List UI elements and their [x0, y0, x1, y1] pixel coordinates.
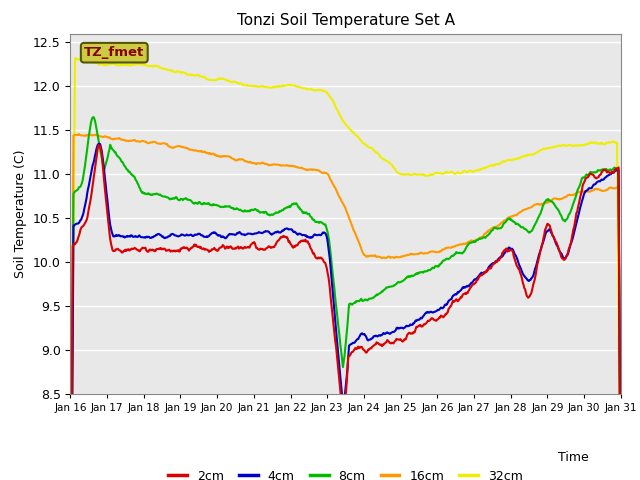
Title: Tonzi Soil Temperature Set A: Tonzi Soil Temperature Set A — [237, 13, 454, 28]
Y-axis label: Soil Temperature (C): Soil Temperature (C) — [14, 149, 28, 278]
Text: Time: Time — [558, 451, 589, 464]
Legend: 2cm, 4cm, 8cm, 16cm, 32cm: 2cm, 4cm, 8cm, 16cm, 32cm — [163, 465, 528, 480]
Text: TZ_fmet: TZ_fmet — [84, 46, 145, 59]
